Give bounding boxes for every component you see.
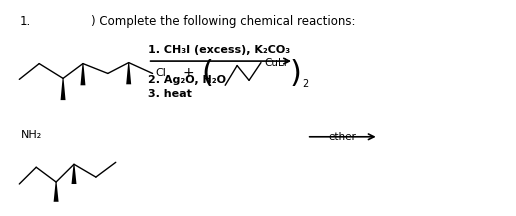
- Text: ) Complete the following chemical reactions:: ) Complete the following chemical reacti…: [91, 15, 356, 28]
- Polygon shape: [72, 164, 76, 184]
- Text: 1.: 1.: [19, 15, 30, 28]
- Polygon shape: [60, 78, 66, 100]
- Polygon shape: [54, 182, 59, 202]
- Polygon shape: [80, 64, 86, 85]
- Text: (: (: [201, 59, 213, 88]
- Text: ether: ether: [329, 132, 357, 142]
- Polygon shape: [126, 63, 131, 84]
- Text: 1. CH₃I (excess), K₂CO₃: 1. CH₃I (excess), K₂CO₃: [148, 45, 290, 55]
- Text: 2: 2: [302, 79, 308, 89]
- Text: CuLi: CuLi: [264, 58, 287, 68]
- Text: ): ): [290, 59, 302, 88]
- Text: 3. heat: 3. heat: [148, 89, 191, 99]
- Text: 2. Ag₂O, H₂O: 2. Ag₂O, H₂O: [148, 75, 225, 85]
- Text: Cl: Cl: [155, 68, 167, 78]
- Text: +: +: [183, 67, 194, 80]
- Text: NH₂: NH₂: [21, 130, 42, 140]
